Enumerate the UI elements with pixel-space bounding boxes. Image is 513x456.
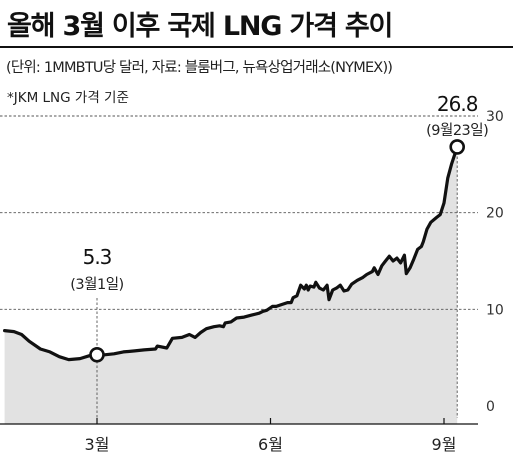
annotation-value: 5.3: [83, 245, 112, 269]
y-tick-label: 0: [486, 399, 495, 415]
y-tick-label: 30: [486, 109, 504, 125]
price-area: [4, 146, 458, 424]
title-divider: [0, 46, 513, 48]
grid-layer: [0, 115, 478, 310]
axis-layer: 0 10 20 30 3월 6월 9월: [0, 109, 504, 454]
area-layer: [4, 146, 458, 424]
chart-subtitle: (단위: 1MMBTU당 달러, 자료: 블룸버그, 뉴욕상업거래소(NYMEX…: [6, 60, 393, 76]
line-layer: [2, 145, 459, 362]
annotation-layer: 5.3 (3월1일) 26.8 (9월23일): [70, 92, 489, 418]
annotation-marker: [89, 346, 105, 363]
chart-title: 올해 3월 이후 국제 LNG 가격 추이: [7, 11, 393, 42]
chart-footnote: *JKM LNG 가격 기준: [7, 90, 129, 106]
annotation-value: 26.8: [437, 92, 478, 116]
x-tick-label: 6월: [258, 435, 283, 454]
x-tick-label: 9월: [432, 435, 457, 454]
y-tick-label: 20: [486, 206, 504, 222]
x-tick-label: 3월: [85, 435, 110, 454]
annotation-marker: [449, 139, 466, 155]
annotation-date: (3월1일): [70, 276, 123, 293]
y-tick-label: 10: [486, 302, 504, 318]
annotation-date: (9월23일): [426, 122, 488, 139]
price-line: [2, 145, 459, 362]
